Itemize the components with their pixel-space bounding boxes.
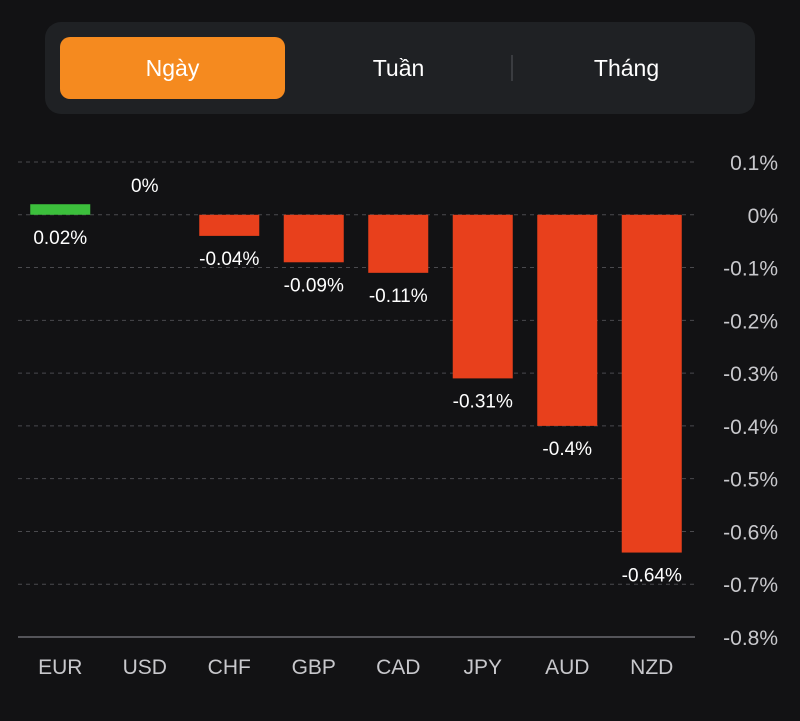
y-tick-label: 0.1% — [730, 152, 778, 175]
bar-jpy — [452, 214, 513, 379]
x-tick-label: AUD — [545, 656, 589, 679]
y-tick-label: -0.3% — [723, 363, 778, 386]
value-label: -0.04% — [199, 249, 259, 270]
x-tick-label: GBP — [292, 656, 336, 679]
y-tick-label: -0.1% — [723, 258, 778, 281]
y-tick-label: -0.8% — [723, 627, 778, 650]
x-tick-label: JPY — [463, 656, 502, 679]
value-label: 0% — [131, 176, 159, 197]
y-tick-label: -0.2% — [723, 310, 778, 333]
y-tick-label: -0.7% — [723, 574, 778, 597]
value-label: -0.4% — [542, 439, 592, 460]
y-tick-label: -0.6% — [723, 521, 778, 544]
value-label: 0.02% — [33, 228, 87, 249]
y-tick-label: -0.5% — [723, 469, 778, 492]
x-tick-label: EUR — [38, 656, 82, 679]
value-label: -0.31% — [453, 391, 513, 412]
value-label: -0.11% — [369, 286, 428, 307]
tab-day[interactable]: Ngày — [60, 37, 285, 99]
bar-eur — [30, 204, 91, 215]
tab-divider — [511, 55, 513, 81]
bar-gbp — [283, 214, 344, 263]
x-tick-label: CAD — [376, 656, 420, 679]
bar-aud — [537, 214, 598, 426]
x-tick-label: USD — [123, 656, 167, 679]
y-tick-label: 0% — [748, 205, 778, 228]
x-tick-label: CHF — [208, 656, 251, 679]
bar-nzd — [621, 214, 682, 553]
x-tick-label: NZD — [630, 656, 673, 679]
period-selector: Ngày Tuần Tháng — [45, 22, 755, 114]
value-label: -0.64% — [622, 566, 682, 587]
bar-chf — [199, 214, 260, 236]
y-tick-label: -0.4% — [723, 416, 778, 439]
value-label: -0.09% — [284, 275, 344, 296]
tab-week[interactable]: Tuần — [372, 55, 425, 81]
bar-cad — [368, 214, 429, 273]
tab-month[interactable]: Tháng — [593, 55, 660, 81]
